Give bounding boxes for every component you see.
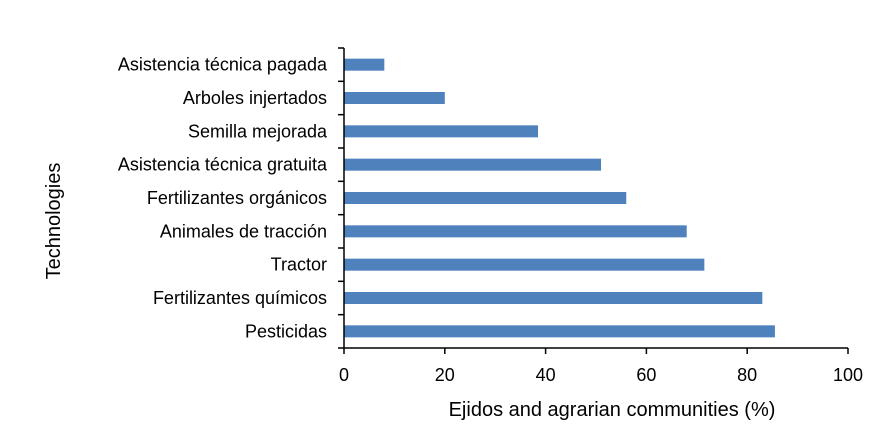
category-label: Asistencia técnica gratuita (118, 155, 328, 175)
category-label: Pesticidas (245, 321, 327, 341)
category-label: Arboles injertados (183, 88, 327, 108)
category-label: Semilla mejorada (188, 121, 328, 141)
y-axis-ticks (338, 47, 344, 349)
category-label: Fertilizantes químicos (153, 288, 327, 308)
bar (344, 258, 705, 271)
x-axis-title: Ejidos and agrarian communities (%) (449, 399, 776, 421)
category-label: Fertilizantes orgánicos (147, 188, 327, 208)
x-tick-label: 20 (435, 365, 455, 385)
category-label: Animales de tracción (160, 221, 327, 241)
category-label: Tractor (271, 255, 327, 275)
x-tick-label: 60 (636, 365, 656, 385)
x-axis-ticks: 0 20 40 60 80 100 (339, 348, 863, 385)
x-tick-label: 0 (339, 365, 349, 385)
x-tick-label: 100 (833, 365, 863, 385)
bar (344, 125, 539, 138)
bar (344, 225, 687, 238)
bar (344, 192, 627, 204)
category-label: Asistencia técnica pagada (118, 55, 328, 75)
bar (344, 325, 775, 338)
category-labels: Asistencia técnica pagada Arboles injerta… (118, 55, 328, 342)
bar (344, 292, 763, 304)
bar (344, 58, 385, 71)
bar (344, 158, 602, 171)
bars-group (344, 58, 775, 338)
x-tick-label: 40 (536, 365, 556, 385)
y-axis-title: Technologies (43, 163, 65, 280)
bar (344, 92, 445, 104)
x-tick-label: 80 (737, 365, 757, 385)
